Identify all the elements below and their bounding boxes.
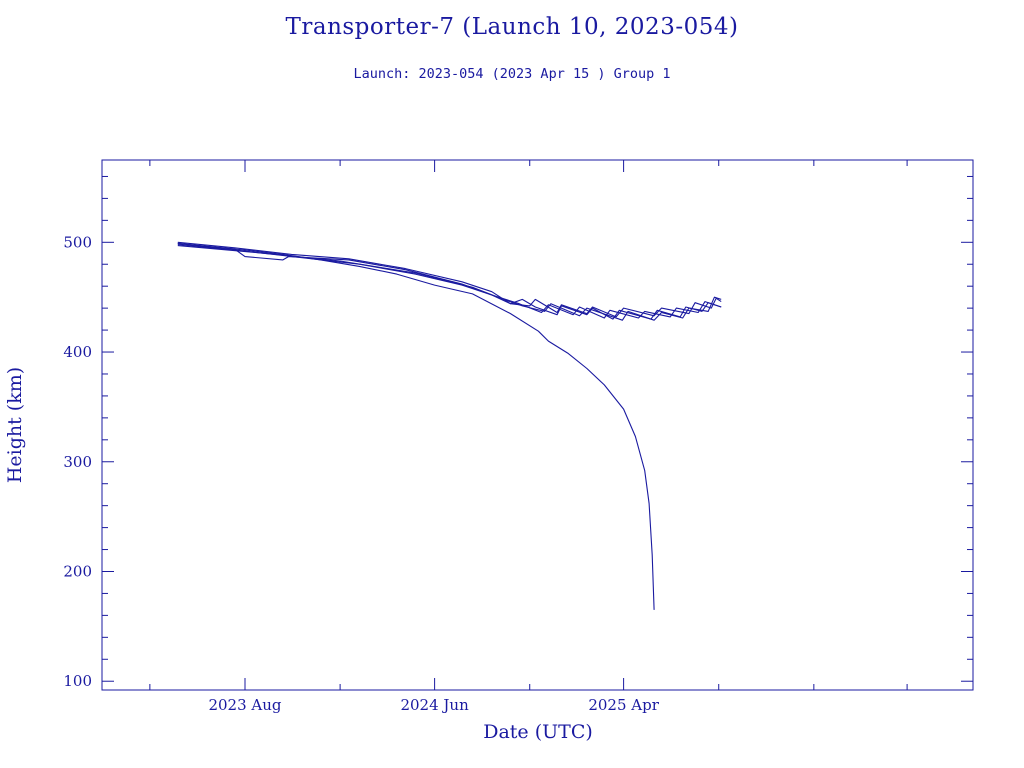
- x-tick-label: 2023 Aug: [208, 696, 281, 714]
- series-layer: [177, 241, 722, 610]
- chart-subtitle: Launch: 2023-054 (2023 Apr 15 ) Group 1: [353, 66, 671, 82]
- series-line-1: [177, 242, 655, 610]
- series-line-5: [177, 245, 722, 321]
- plot-border: [101, 159, 974, 691]
- y-tick-label: 100: [63, 672, 92, 690]
- y-axis-title: Height (km): [4, 367, 26, 483]
- y-tick-label: 400: [63, 343, 92, 361]
- series-line-3: [177, 242, 722, 318]
- x-axis-title: Date (UTC): [483, 721, 593, 743]
- y-axis-ticks: 100 200 300 400 500: [63, 175, 973, 690]
- y-tick-label: 200: [63, 562, 92, 580]
- y-tick-label: 300: [63, 453, 92, 471]
- y-tick-label: 500: [63, 233, 92, 251]
- chart-title: Transporter-7 (Launch 10, 2023-054): [285, 14, 739, 40]
- x-tick-label: 2025 Apr: [588, 696, 659, 714]
- x-tick-label: 2024 Jun: [400, 696, 469, 714]
- plot-frame: [101, 159, 974, 691]
- x-axis-ticks: 2023 Aug 2024 Jun 2025 Apr: [149, 160, 908, 714]
